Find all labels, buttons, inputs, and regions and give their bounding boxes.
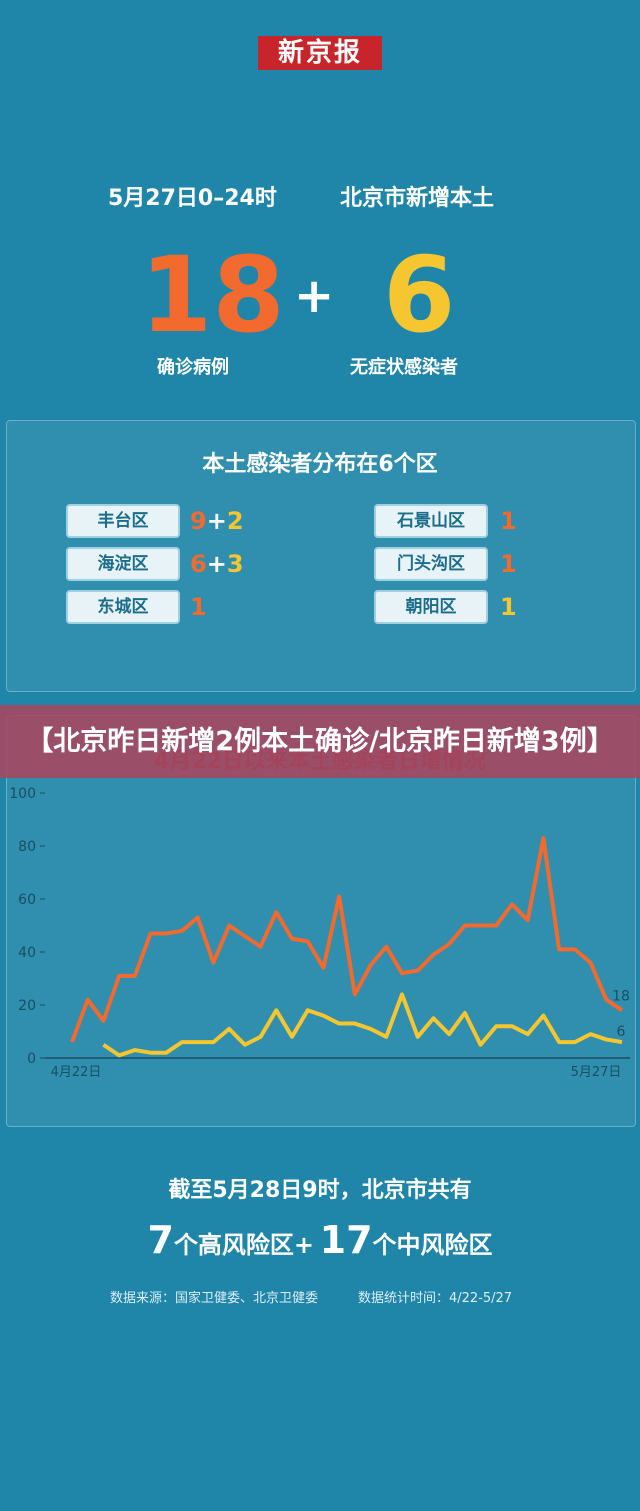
district-count: 9+2 <box>190 504 244 538</box>
y-tick-label: 0 <box>27 1051 36 1067</box>
district-name: 石景山区 <box>374 504 488 538</box>
district-name: 朝阳区 <box>374 590 488 624</box>
district-name: 海淀区 <box>66 547 180 581</box>
x-tick-label: 4月22日 <box>51 1065 102 1080</box>
asymptomatic: 2 <box>226 507 244 535</box>
stat-period: 数据统计时间：4/22-5/27 <box>358 1291 513 1306</box>
plus: + <box>294 268 335 324</box>
confirmed: 6 <box>190 550 207 578</box>
confirmed: 9 <box>190 507 207 535</box>
district-count: 1 <box>500 547 517 581</box>
confirmed: 1 <box>500 550 517 578</box>
end-label: 6 <box>617 1024 626 1040</box>
asymptomatic-count: 6 <box>383 234 456 356</box>
y-tick-label: 40 <box>18 945 36 961</box>
confirmed-label: 确诊病例 <box>157 357 229 378</box>
district-title: 本土感染者分布在6个区 <box>202 452 438 477</box>
y-tick-label: 100 <box>9 786 36 802</box>
high-count: 7 <box>147 1218 174 1262</box>
y-tick-label: 80 <box>18 839 36 855</box>
district-name: 丰台区 <box>66 504 180 538</box>
y-tick-label: 20 <box>18 998 36 1014</box>
confirmed-count: 18 <box>140 234 285 356</box>
banner-text: 【北京昨日新增2例本土确诊/北京昨日新增3例】 <box>26 725 614 757</box>
district-name: 门头沟区 <box>374 547 488 581</box>
banner: 【北京昨日新增2例本土确诊/北京昨日新增3例】 <box>0 705 640 778</box>
series-line <box>102 992 623 1058</box>
asymptomatic: 1 <box>500 593 517 621</box>
confirmed: 1 <box>500 507 517 535</box>
district-count: 1 <box>190 590 207 624</box>
district-name: 东城区 <box>66 590 180 624</box>
plus: + <box>206 507 227 535</box>
asymptomatic: 3 <box>226 550 244 578</box>
y-tick-label: 60 <box>18 892 36 908</box>
series-line <box>70 836 624 1043</box>
footer-line: 截至5月28日9时，北京市共有 <box>168 1178 472 1203</box>
high-label: 个高风险区+ <box>173 1231 315 1259</box>
confirmed: 1 <box>190 593 207 621</box>
mid-label: 个中风险区 <box>372 1231 493 1259</box>
asymptomatic-label: 无症状感染者 <box>350 357 458 378</box>
district-count: 6+3 <box>190 547 244 581</box>
district-count: 1 <box>500 504 517 538</box>
district-count: 1 <box>500 590 517 624</box>
source: 数据来源：国家卫健委、北京卫健委 <box>110 1291 319 1306</box>
logo: 新京报 <box>258 36 382 70</box>
risk-line: 7个高风险区+ 17个中风险区 <box>0 1218 640 1262</box>
mid-count: 17 <box>319 1218 373 1262</box>
end-label: 18 <box>612 988 630 1004</box>
x-tick-label: 5月27日 <box>571 1065 622 1080</box>
region: 北京市新增本土 <box>340 186 495 211</box>
period: 5月27日0–24时 <box>108 186 277 211</box>
plus: + <box>206 550 227 578</box>
